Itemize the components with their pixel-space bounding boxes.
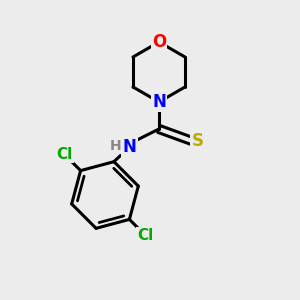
Text: N: N xyxy=(123,138,136,156)
Text: H: H xyxy=(110,139,122,152)
Text: S: S xyxy=(191,132,203,150)
Text: Cl: Cl xyxy=(56,147,72,162)
Text: O: O xyxy=(152,33,166,51)
Text: N: N xyxy=(152,93,166,111)
Text: Cl: Cl xyxy=(138,228,154,243)
